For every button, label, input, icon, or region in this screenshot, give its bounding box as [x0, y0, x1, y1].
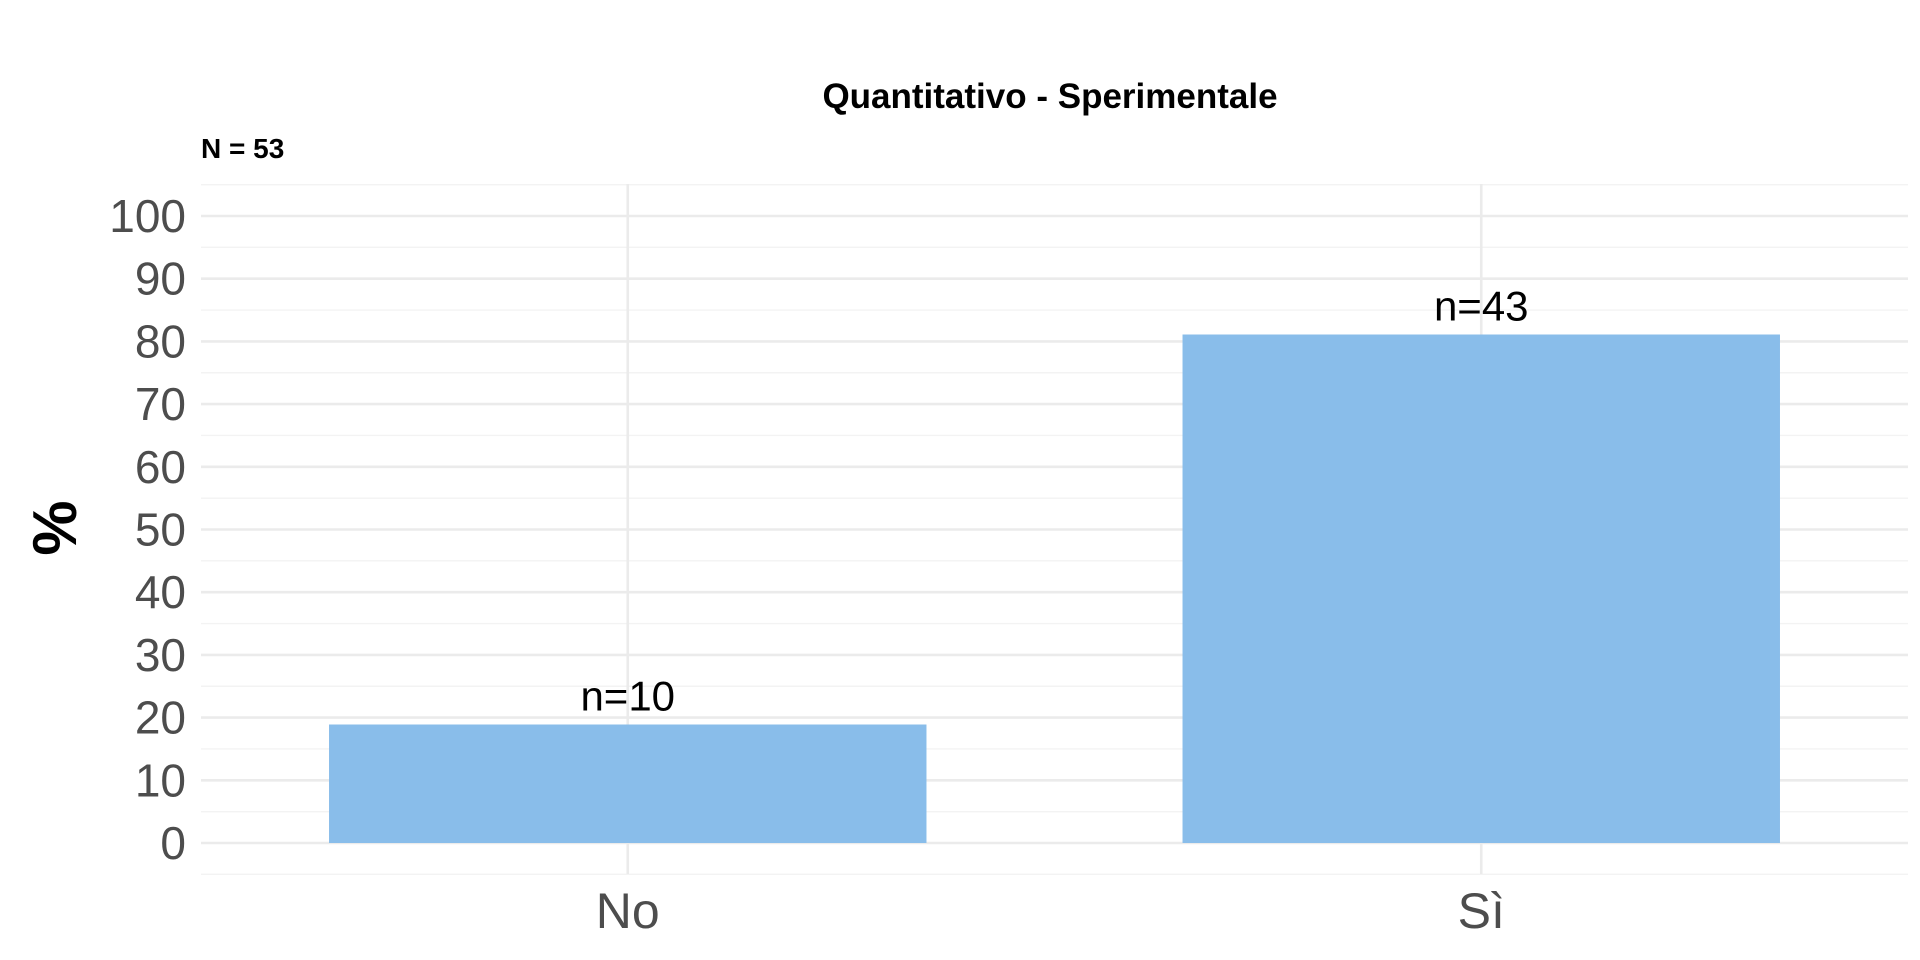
bar-sì: [1182, 334, 1780, 843]
y-axis-label: %: [21, 500, 90, 555]
y-axis-ticks: 0 10 20 30 40 50 60 70 80 90 100: [109, 190, 186, 869]
x-tick-label: No: [596, 883, 660, 939]
bars: [329, 334, 1780, 843]
y-tick-label: 50: [135, 504, 186, 556]
data-label: n=10: [580, 672, 675, 719]
y-tick-label: 40: [135, 566, 186, 618]
chart-title: Quantitativo - Sperimentale: [822, 77, 1277, 116]
y-tick-label: 90: [135, 253, 186, 305]
y-tick-label: 100: [109, 190, 186, 242]
y-tick-label: 30: [135, 629, 186, 681]
chart-subtitle: N = 53: [201, 133, 284, 164]
y-tick-label: 80: [135, 315, 186, 367]
y-tick-label: 0: [160, 817, 186, 869]
x-axis-ticks: No Sì: [596, 883, 1505, 939]
bar-no: [329, 724, 927, 843]
y-tick-label: 60: [135, 441, 186, 493]
data-labels: n=10 n=43: [580, 283, 1528, 720]
y-tick-label: 10: [135, 754, 186, 806]
x-tick-label: Sì: [1458, 883, 1505, 939]
y-tick-label: 70: [135, 378, 186, 430]
data-label: n=43: [1434, 283, 1529, 330]
y-tick-label: 20: [135, 692, 186, 744]
